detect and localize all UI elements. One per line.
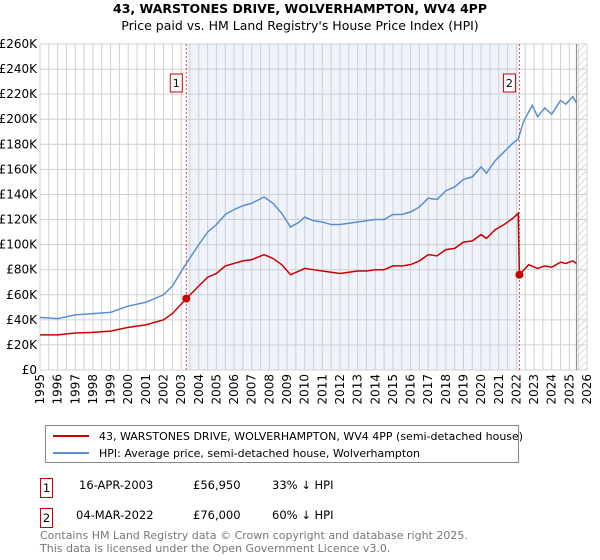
y-tick-label: £100K xyxy=(0,238,38,252)
x-tick-label: 2018 xyxy=(439,374,453,405)
y-tick-label: £40K xyxy=(6,313,38,327)
x-tick-label: 2010 xyxy=(298,374,312,405)
x-tick-label: 2012 xyxy=(333,374,347,405)
x-tick-label: 2007 xyxy=(245,374,259,405)
legend-label: 43, WARSTONES DRIVE, WOLVERHAMPTON, WV4 … xyxy=(99,429,524,443)
x-tick-label: 2015 xyxy=(386,374,400,405)
x-tick-label: 2025 xyxy=(562,374,576,405)
y-tick-label: £60K xyxy=(6,288,38,302)
y-tick-label: £260K xyxy=(0,37,38,51)
sale-point xyxy=(182,294,191,303)
price-chart: £0 £20K £40K £60K £80K £100K £120K £140K £160K £1… xyxy=(0,37,594,405)
footer: Contains HM Land Registry data © Crown c… xyxy=(40,529,468,555)
y-tick-label: £240K xyxy=(0,62,38,76)
x-tick-label: 2002 xyxy=(157,374,171,405)
y-tick-label: £20K xyxy=(6,338,38,352)
y-tick-label: £180K xyxy=(0,137,38,151)
legend-item-hpi: HPI: Average price, semi-detached house,… xyxy=(46,445,420,461)
y-tick-label: £160K xyxy=(0,162,38,176)
x-tick-label: 1997 xyxy=(68,374,82,405)
sale-period-shading xyxy=(186,44,520,370)
x-tick-label: 2009 xyxy=(280,374,294,405)
y-tick-label: £0 xyxy=(22,363,37,377)
x-tick-label: 2021 xyxy=(492,374,506,405)
sale-label: 1 xyxy=(173,77,180,90)
x-tick-label: 2004 xyxy=(192,374,206,405)
y-tick-label: £120K xyxy=(0,213,38,227)
sale-point xyxy=(515,270,524,279)
footer-licence: This data is licensed under the Open Gov… xyxy=(40,542,391,555)
marker-badge: 2 xyxy=(40,508,53,528)
transaction-date: 16-APR-2003 xyxy=(79,478,154,492)
transaction-date: 04-MAR-2022 xyxy=(76,508,154,522)
x-tick-label: 2001 xyxy=(139,374,153,405)
forecast-hatch xyxy=(576,44,587,370)
x-tick-label: 2026 xyxy=(580,374,594,405)
legend: 43, WARSTONES DRIVE, WOLVERHAMPTON, WV4 … xyxy=(45,425,523,463)
x-tick-label: 2000 xyxy=(121,374,135,405)
x-tick-label: 2019 xyxy=(456,374,470,405)
x-tick-label: 2017 xyxy=(421,374,435,405)
transaction-hpi-diff: 33% ↓ HPI xyxy=(272,478,334,492)
hpi-line xyxy=(39,95,578,320)
y-tick-label: £220K xyxy=(0,87,38,101)
x-tick-label: 1996 xyxy=(51,374,65,405)
sale-label-box xyxy=(169,73,183,93)
y-tick-label: £200K xyxy=(0,112,38,126)
x-tick-label: 2008 xyxy=(262,374,276,405)
x-tick-label: 2013 xyxy=(351,374,365,405)
x-tick-label: 2005 xyxy=(209,374,223,405)
legend-line-blue xyxy=(53,452,89,454)
legend-label: HPI: Average price, semi-detached house,… xyxy=(99,446,420,460)
y-tick-label: £80K xyxy=(6,263,38,277)
x-tick-label: 2003 xyxy=(174,374,188,405)
x-tick-label: 1999 xyxy=(104,374,118,405)
sale-label-box xyxy=(502,73,516,93)
legend-item-property: 43, WARSTONES DRIVE, WOLVERHAMPTON, WV4 … xyxy=(46,428,523,444)
x-tick-label: 2016 xyxy=(404,374,418,405)
x-tick-label: 2024 xyxy=(545,374,559,405)
y-tick-label: £140K xyxy=(0,187,38,201)
property-price-line xyxy=(40,211,577,336)
x-tick-label: 2014 xyxy=(368,374,382,405)
x-tick-label: 2022 xyxy=(509,374,523,405)
sale-label: 2 xyxy=(506,77,513,90)
x-tick-label: 1998 xyxy=(86,374,100,405)
transaction-hpi-diff: 60% ↓ HPI xyxy=(272,508,334,522)
legend-line-red xyxy=(53,435,89,437)
chart-subtitle: Price paid vs. HM Land Registry's House … xyxy=(121,18,479,33)
transaction-price: £76,000 xyxy=(193,508,241,522)
x-tick-label: 1995 xyxy=(33,374,47,405)
chart-title: 43, WARSTONES DRIVE, WOLVERHAMPTON, WV4 … xyxy=(113,1,487,16)
transaction-price: £56,950 xyxy=(193,478,241,492)
marker-badge: 1 xyxy=(40,478,53,498)
x-tick-label: 2006 xyxy=(227,374,241,405)
x-tick-label: 2011 xyxy=(315,374,329,405)
footer-copyright: Contains HM Land Registry data © Crown c… xyxy=(40,529,468,542)
x-tick-label: 2023 xyxy=(527,374,541,405)
x-tick-label: 2020 xyxy=(474,374,488,405)
